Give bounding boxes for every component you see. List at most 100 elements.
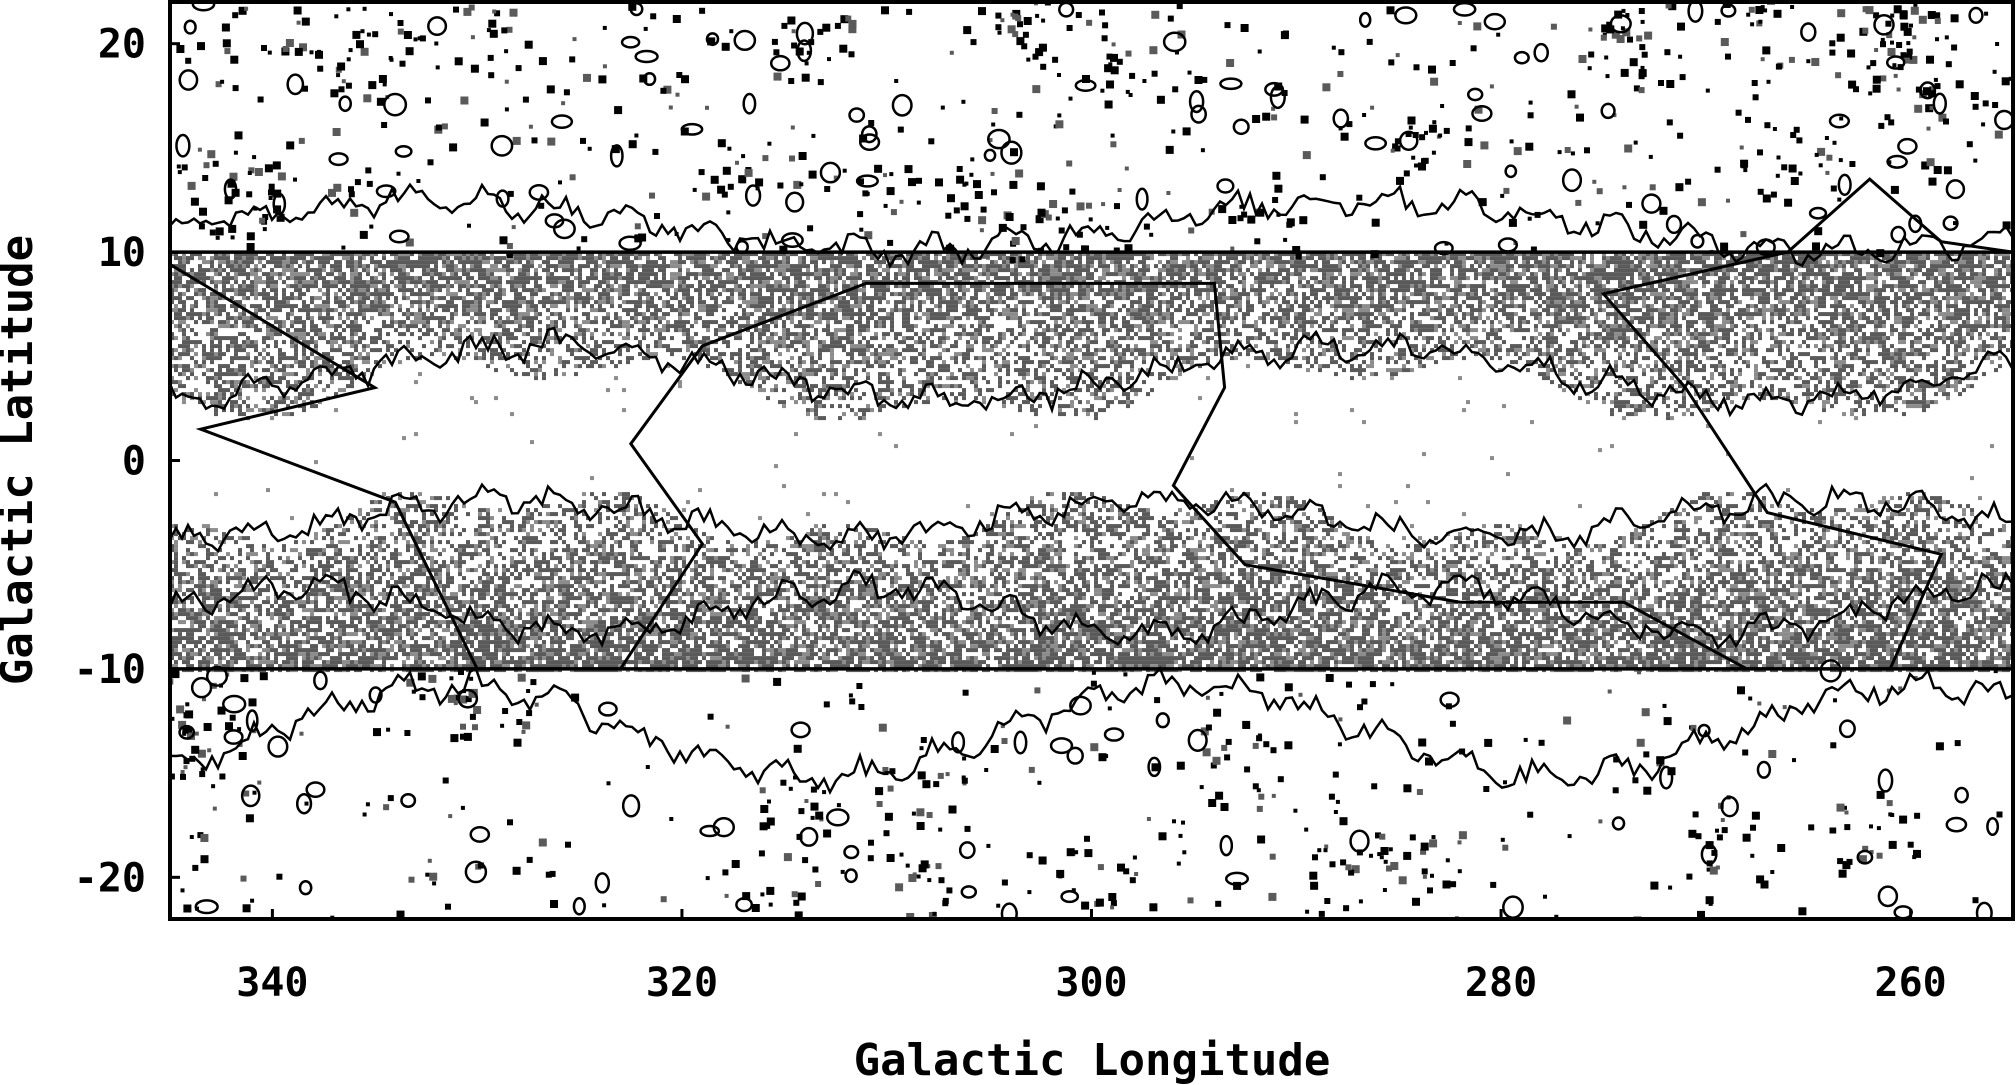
band-pixel (342, 592, 346, 596)
band-pixel (242, 412, 246, 416)
band-pixel (294, 372, 298, 376)
band-pixel (530, 516, 534, 520)
band-pixel (554, 660, 558, 664)
band-pixel (238, 584, 242, 588)
band-pixel (262, 356, 266, 360)
band-pixel (298, 264, 302, 268)
band-pixel (546, 340, 550, 344)
band-pixel (450, 596, 454, 600)
band-pixel (218, 632, 222, 636)
band-pixel (402, 580, 406, 584)
band-pixel (282, 400, 286, 404)
band-pixel (354, 364, 358, 368)
band-pixel (638, 352, 642, 356)
band-pixel (346, 360, 350, 364)
band-pixel (430, 256, 434, 260)
band-pixel (514, 288, 518, 292)
band-pixel (186, 540, 190, 544)
band-pixel (426, 264, 430, 268)
band-pixel (470, 276, 474, 280)
band-pixel (478, 292, 482, 296)
band-pixel (334, 308, 338, 312)
band-pixel (518, 312, 522, 316)
band-pixel (254, 324, 258, 328)
band-pixel (342, 340, 346, 344)
band-pixel (370, 540, 374, 544)
band-pixel (198, 628, 202, 632)
band-pixel (186, 324, 190, 328)
band-pixel (274, 320, 278, 324)
band-pixel (550, 588, 554, 592)
band-pixel (590, 268, 594, 272)
band-pixel (582, 360, 586, 364)
band-pixel (406, 584, 410, 588)
band-pixel (630, 316, 634, 320)
band-pixel (590, 560, 594, 564)
band-pixel (626, 312, 630, 316)
band-pixel (586, 588, 590, 592)
band-pixel (218, 364, 222, 368)
band-pixel (618, 640, 622, 644)
band-pixel (382, 556, 386, 560)
band-pixel (494, 652, 498, 656)
band-pixel (254, 304, 258, 308)
band-pixel (314, 272, 318, 276)
band-pixel (226, 380, 230, 384)
band-pixel (406, 276, 410, 280)
band-pixel (382, 652, 386, 656)
band-pixel (618, 572, 622, 576)
band-pixel (490, 528, 494, 532)
band-pixel (462, 268, 466, 272)
band-pixel (366, 632, 370, 636)
band-pixel (270, 644, 274, 648)
band-pixel (178, 584, 182, 588)
band-pixel (634, 652, 638, 656)
band-pixel (194, 304, 198, 308)
band-pixel (210, 336, 214, 340)
band-pixel (214, 408, 218, 412)
band-pixel (394, 612, 398, 616)
band-pixel (178, 652, 182, 656)
band-pixel (306, 272, 310, 276)
band-pixel (618, 564, 622, 568)
band-pixel (546, 260, 550, 264)
band-pixel (178, 620, 182, 624)
band-pixel (414, 292, 418, 296)
band-pixel (438, 572, 442, 576)
band-pixel (382, 588, 386, 592)
band-pixel (230, 636, 234, 640)
band-pixel (250, 284, 254, 288)
band-pixel (626, 520, 630, 524)
band-pixel (586, 276, 590, 280)
band-pixel (282, 256, 286, 260)
band-pixel (530, 656, 534, 660)
band-pixel (626, 536, 630, 540)
band-pixel (338, 524, 342, 528)
band-pixel (614, 324, 618, 328)
band-pixel (454, 276, 458, 280)
band-pixel (426, 504, 430, 508)
band-pixel (510, 648, 514, 652)
band-pixel (442, 628, 446, 632)
band-pixel (482, 352, 486, 356)
band-pixel (186, 336, 190, 340)
band-pixel (234, 308, 238, 312)
band-pixel (494, 320, 498, 324)
band-pixel (626, 596, 630, 600)
band-pixel (450, 268, 454, 272)
band-pixel (582, 356, 586, 360)
band-pixel (314, 588, 318, 592)
band-pixel (262, 296, 266, 300)
band-pixel (330, 632, 334, 636)
band-pixel (314, 304, 318, 308)
band-pixel (418, 652, 422, 656)
band-pixel (190, 656, 194, 660)
band-pixel (262, 388, 266, 392)
band-pixel (286, 316, 290, 320)
band-pixel (198, 544, 202, 548)
band-pixel (238, 636, 242, 640)
band-pixel (606, 600, 610, 604)
band-pixel (294, 628, 298, 632)
band-pixel (458, 624, 462, 628)
band-pixel (190, 304, 194, 308)
